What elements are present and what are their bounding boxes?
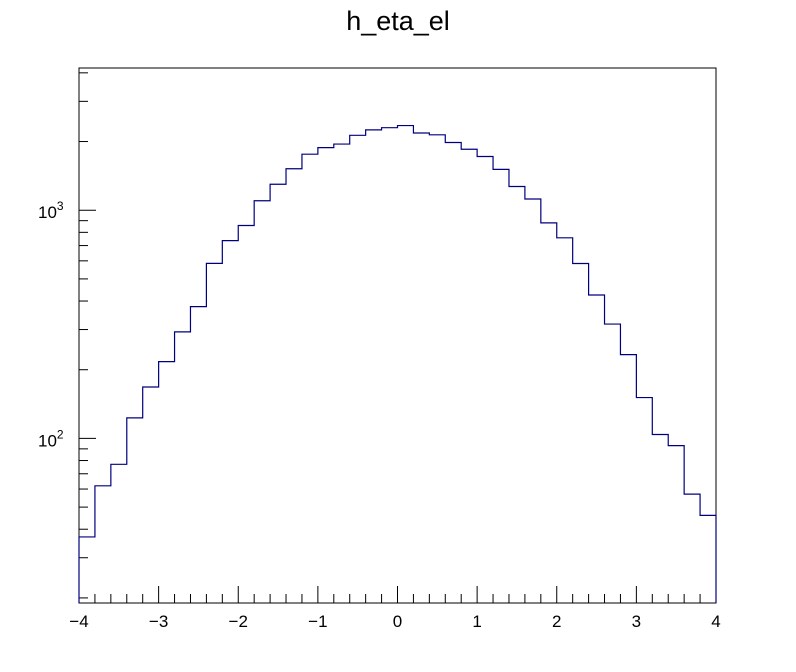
x-tick-label: −2 — [229, 612, 248, 631]
x-tick-label: 0 — [393, 612, 402, 631]
chart-title: h_eta_el — [346, 6, 450, 36]
histogram-series-line — [78, 124, 717, 603]
x-tick-label: 3 — [632, 612, 641, 631]
x-tick-label: 2 — [552, 612, 561, 631]
x-tick-label: −4 — [69, 612, 88, 631]
x-tick-label: 4 — [711, 612, 720, 631]
x-tick-label: −1 — [308, 612, 327, 631]
y-tick-label: 102 — [38, 427, 64, 450]
axis-tick-labels: −4 −3 −2 −1 0 1 2 3 4 102 103 — [38, 199, 721, 631]
x-tick-label: −3 — [149, 612, 168, 631]
y-tick-label: 103 — [38, 199, 64, 222]
x-tick-label: 1 — [472, 612, 481, 631]
